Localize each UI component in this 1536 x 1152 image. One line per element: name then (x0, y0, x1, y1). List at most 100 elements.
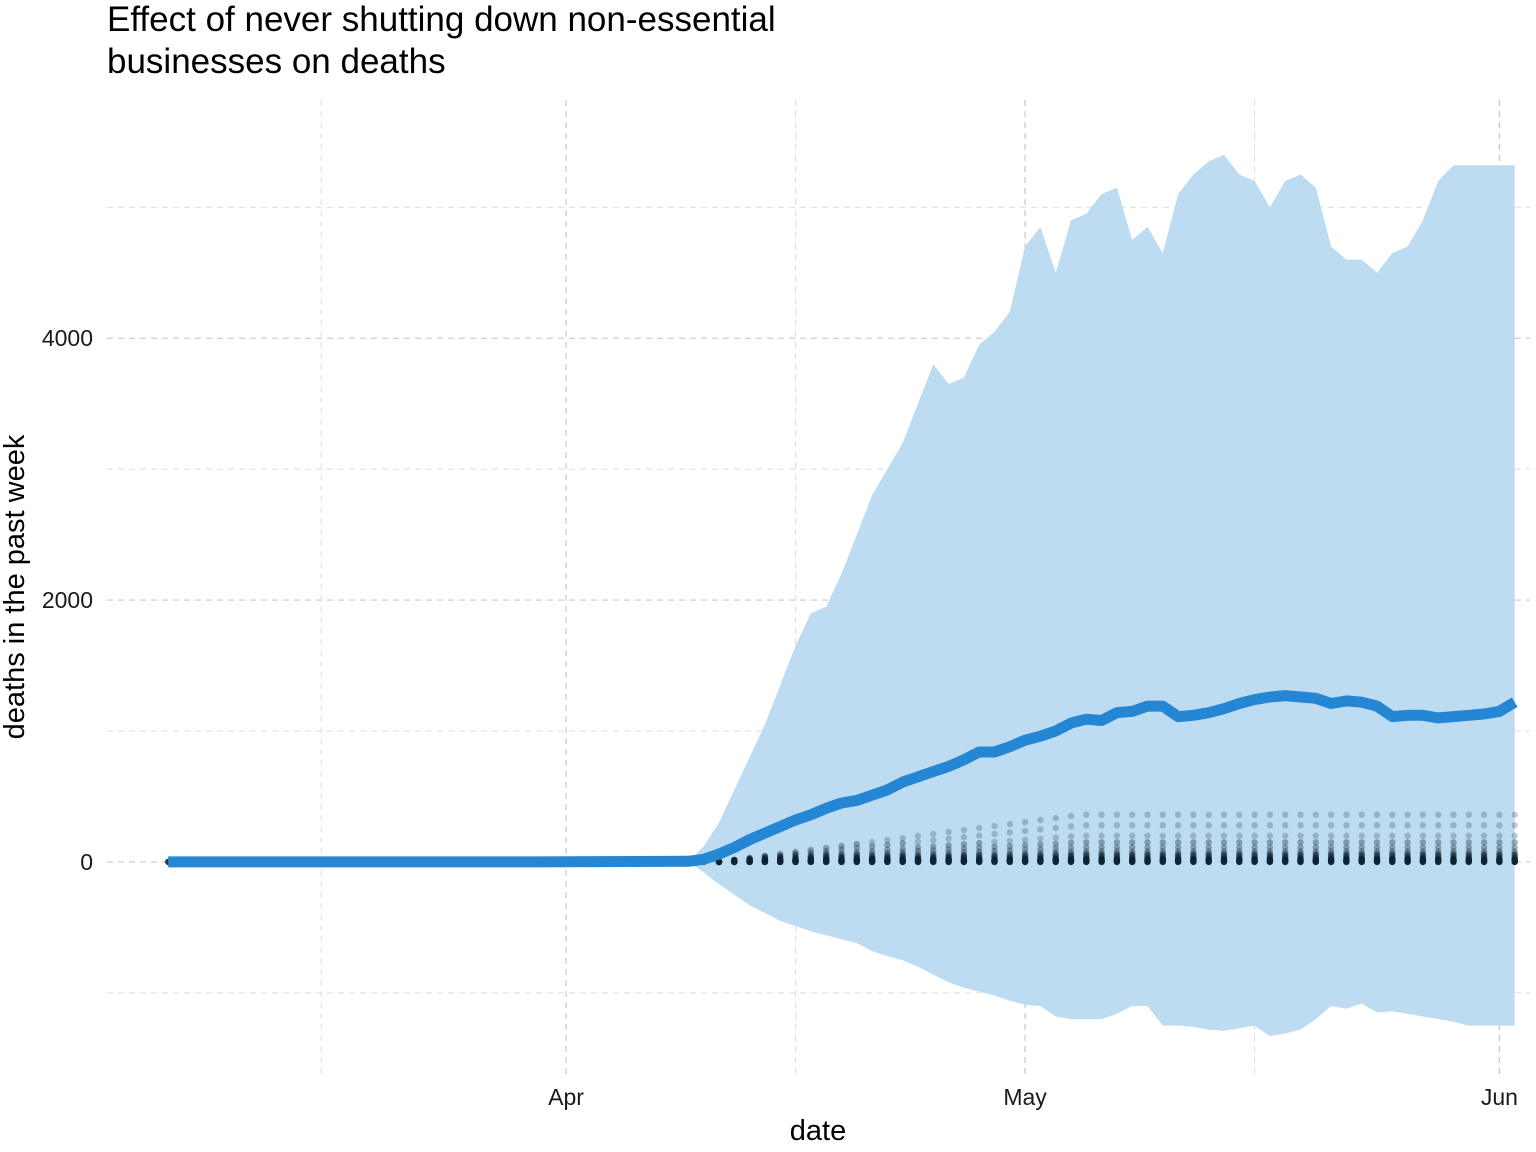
simulation-point (1266, 832, 1274, 839)
simulation-point (1159, 858, 1167, 866)
simulation-point (1021, 827, 1029, 835)
simulation-point (1404, 858, 1411, 866)
simulation-point (945, 828, 952, 836)
simulation-point (1021, 858, 1029, 866)
simulation-point (991, 822, 998, 830)
simulation-point (1174, 844, 1182, 851)
simulation-point (1220, 822, 1228, 829)
simulation-point (1450, 832, 1457, 839)
simulation-point (976, 832, 983, 839)
simulation-point (1052, 845, 1059, 852)
simulation-point (1373, 822, 1381, 829)
simulation-point (1205, 811, 1212, 818)
simulation-point (853, 840, 860, 848)
simulation-point (945, 842, 952, 849)
simulation-point (1144, 832, 1151, 839)
simulation-point (807, 846, 814, 854)
simulation-point (1373, 811, 1381, 818)
simulation-point (1312, 844, 1320, 851)
simulation-point (991, 858, 998, 866)
simulation-point (1435, 844, 1442, 851)
simulation-point (1098, 858, 1105, 866)
simulation-point (1435, 822, 1442, 829)
simulation-point (807, 858, 814, 866)
x-axis-title: date (790, 1115, 846, 1147)
simulation-point (1465, 858, 1473, 866)
simulation-point (884, 836, 891, 844)
simulation-point (1205, 858, 1212, 866)
simulation-point (1343, 844, 1350, 851)
simulation-point (1083, 811, 1090, 818)
simulation-point (1190, 811, 1197, 818)
simulation-point (1159, 822, 1167, 829)
simulation-point (930, 843, 937, 850)
simulation-point (1389, 839, 1396, 846)
simulation-point (930, 837, 937, 844)
simulation-point (1220, 844, 1228, 851)
simulation-point (1511, 822, 1518, 829)
simulation-point (1480, 844, 1488, 851)
y-tick-labels: 0 2000 4000 (42, 325, 93, 875)
simulation-point (1129, 832, 1136, 839)
simulation-point (1312, 858, 1320, 866)
simulation-point (1343, 839, 1350, 846)
simulation-point (1358, 811, 1365, 818)
y-axis-title: deaths in the past week (0, 434, 31, 739)
simulation-point (899, 834, 906, 842)
simulation-point (1037, 841, 1044, 848)
simulation-point (1496, 822, 1503, 829)
simulation-point (1343, 858, 1350, 866)
simulation-point (792, 858, 799, 866)
simulation-point (1435, 839, 1442, 846)
simulation-point (945, 846, 952, 853)
simulation-point (1480, 822, 1488, 829)
simulation-point (991, 830, 998, 838)
simulation-point (1098, 822, 1105, 829)
simulation-point (868, 843, 876, 850)
simulation-point (1113, 839, 1121, 846)
simulation-point (1159, 832, 1167, 839)
simulation-point (1159, 839, 1167, 846)
simulation-point (930, 830, 937, 838)
simulation-point (1174, 858, 1182, 866)
simulation-point (1083, 844, 1090, 851)
simulation-point (1159, 844, 1167, 851)
simulation-point (823, 858, 830, 866)
simulation-point (1297, 858, 1304, 866)
simulation-point (1435, 858, 1442, 866)
simulation-point (1251, 844, 1258, 851)
simulation-point (1511, 811, 1518, 818)
simulation-point (1358, 832, 1365, 839)
simulation-point (1327, 811, 1335, 818)
simulation-point (960, 841, 968, 848)
x-tick-label: Apr (548, 1084, 584, 1110)
y-tick-label: 4000 (42, 325, 93, 351)
simulation-points (165, 811, 1518, 866)
simulation-point (823, 844, 830, 852)
simulation-point (884, 841, 891, 849)
x-tick-label: Jun (1481, 1084, 1518, 1110)
simulation-point (1037, 826, 1044, 833)
simulation-point (1129, 858, 1136, 866)
simulation-point (1450, 811, 1457, 818)
simulation-point (1113, 811, 1121, 818)
simulation-point (1113, 832, 1121, 839)
simulation-point (1067, 839, 1075, 846)
simulation-point (1236, 822, 1243, 829)
simulation-point (1450, 844, 1457, 851)
simulation-point (1205, 822, 1212, 829)
simulation-point (1037, 858, 1044, 866)
simulation-point (1083, 839, 1090, 846)
simulation-point (1190, 822, 1197, 829)
simulation-point (1129, 822, 1136, 829)
simulation-point (1327, 832, 1335, 839)
simulation-point (1282, 811, 1289, 818)
simulation-point (1067, 844, 1075, 852)
simulation-point (976, 844, 983, 851)
simulation-point (960, 833, 968, 841)
simulation-point (1174, 822, 1182, 829)
simulation-point (1297, 822, 1304, 829)
simulation-point (914, 844, 922, 851)
simulation-point (1205, 839, 1212, 846)
simulation-point (1404, 822, 1411, 829)
